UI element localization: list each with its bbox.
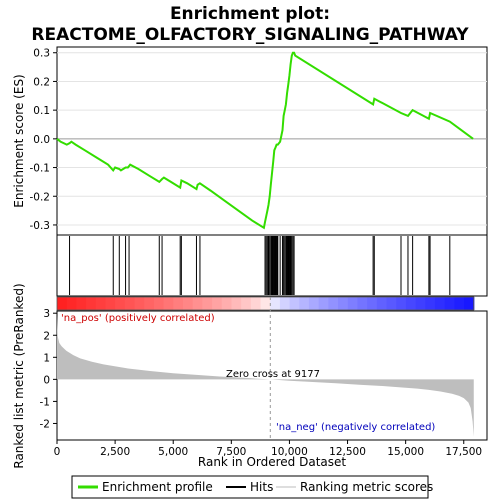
metric-y-tick-label: -2 <box>40 418 50 430</box>
metric-x-tick-label: 2,500 <box>100 446 130 458</box>
chart-title-line2: REACTOME_OLFACTORY_SIGNALING_PATHWAY <box>31 25 469 45</box>
ranking-metric-area <box>57 315 474 437</box>
zero-cross-label: Zero cross at 9177 <box>226 369 320 380</box>
legend-hits-label: Hits <box>250 480 273 494</box>
metric-x-tick-label: 15,000 <box>387 446 424 458</box>
color-bar-segment <box>250 297 262 310</box>
color-bar-segment <box>386 297 397 310</box>
color-bar-segment <box>454 297 465 310</box>
color-bar-segment <box>173 297 184 310</box>
es-y-tick-label: -0.3 <box>30 220 51 232</box>
metric-y-tick-label: 0 <box>43 374 50 386</box>
metric-x-tick-label: 0 <box>54 446 61 458</box>
color-bar-segment <box>57 297 68 310</box>
color-bar-segment <box>357 297 368 310</box>
color-bar-segment <box>231 297 242 310</box>
color-bar-segment <box>347 297 359 310</box>
color-bar-segment <box>396 297 407 310</box>
color-bar-segment <box>202 297 213 310</box>
color-bar-segment <box>425 297 436 310</box>
color-bar-segment <box>270 297 281 310</box>
pos-correlated-label: 'na_pos' (positively correlated) <box>61 313 215 324</box>
color-bar-frame <box>56 296 475 311</box>
color-bar-segment <box>260 297 271 310</box>
x-axis-label: Rank in Ordered Dataset <box>198 455 346 469</box>
metric-y-ticks: -2 -1 0 1 2 3 <box>40 308 57 430</box>
metric-x-tick-label: 5,000 <box>158 446 188 458</box>
color-bar-segment <box>434 297 446 310</box>
color-bar-segment <box>95 297 107 310</box>
metric-y-axis-label: Ranked list metric (PreRanked) <box>12 283 26 468</box>
legend-ranking-label: Ranking metric scores <box>300 480 433 494</box>
color-bar-segment <box>415 297 426 310</box>
color-bar-segment <box>221 297 233 310</box>
color-bar-segment <box>444 297 455 310</box>
color-bar-segment <box>376 297 388 310</box>
neg-correlated-label: 'na_neg' (negatively correlated) <box>276 422 435 433</box>
metric-x-tick-label: 7,500 <box>216 446 246 458</box>
metric-y-tick-label: 1 <box>43 352 50 364</box>
metric-x-tick-label: 10,000 <box>271 446 308 458</box>
es-y-tick-label: 0.0 <box>33 134 50 146</box>
color-bar-segment <box>192 297 203 310</box>
metric-x-tick-label: 17,500 <box>445 446 482 458</box>
color-bar-segment <box>328 297 339 310</box>
metric-x-ticks: 0 2,500 5,000 7,500 10,000 12,500 15,000 17,500 <box>54 440 482 458</box>
color-bar-segment <box>318 297 329 310</box>
metric-y-tick-label: 2 <box>43 330 50 342</box>
color-bar-segment <box>153 297 165 310</box>
es-y-tick-label: 0.3 <box>33 48 50 60</box>
color-bar-segment <box>144 297 155 310</box>
enrichment-profile-line <box>56 51 474 230</box>
legend-box <box>71 475 429 499</box>
es-y-tick-label: 0.1 <box>33 105 50 117</box>
color-bar-segment <box>115 297 126 310</box>
color-bar-segment <box>105 297 116 310</box>
es-y-tick-label: -0.2 <box>30 191 51 203</box>
color-bar-segment <box>367 297 378 310</box>
chart-title-line1: Enrichment plot: <box>170 4 330 24</box>
es-y-tick-label: 0.2 <box>33 76 50 88</box>
color-bar-segment <box>76 297 87 310</box>
color-bar-segment <box>289 297 300 310</box>
metric-x-tick-label: 12,500 <box>329 446 366 458</box>
color-bar-segment <box>279 297 291 310</box>
es-y-axis-label: Enrichment score (ES) <box>12 74 26 207</box>
color-bar-segment <box>163 297 174 310</box>
color-bar-segment <box>241 297 252 310</box>
es-y-tick-label: -0.1 <box>30 163 51 175</box>
color-bar-segment <box>464 297 475 310</box>
color-bar-segment <box>338 297 349 310</box>
metric-y-tick-label: -1 <box>40 396 50 408</box>
color-bar-segment <box>86 297 97 310</box>
es-y-ticks: -0.3 -0.2 -0.1 0.0 0.1 0.2 0.3 <box>30 48 57 232</box>
color-bar-segment <box>66 297 77 310</box>
hit-marks <box>69 236 451 295</box>
es-panel <box>56 46 488 236</box>
legend-enrichment-label: Enrichment profile <box>102 480 213 494</box>
ranking-color-bar <box>56 296 475 311</box>
color-bar-segment <box>405 297 417 310</box>
color-bar-segment <box>182 297 194 310</box>
color-bar-segment <box>212 297 223 310</box>
color-bar-segment <box>134 297 145 310</box>
color-bar-segment <box>308 297 320 310</box>
color-bar-segment <box>124 297 136 310</box>
color-bar-segment <box>299 297 310 310</box>
metric-y-tick-label: 3 <box>43 308 50 320</box>
